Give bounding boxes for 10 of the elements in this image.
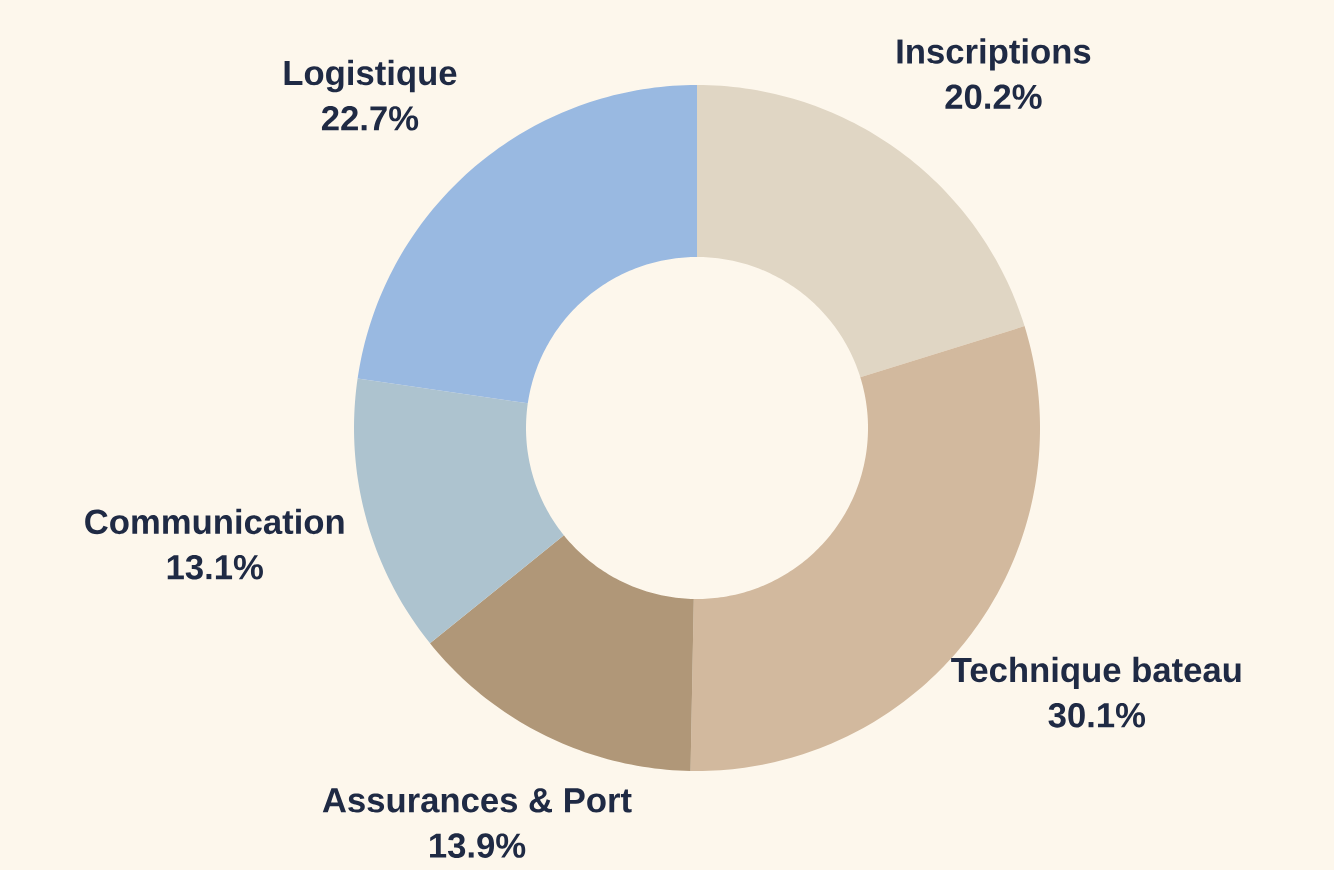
slice-label: Logistique — [284, 59, 457, 93]
slice-label: Communication — [85, 508, 344, 535]
data-label: 13.9% — [430, 833, 526, 858]
data-label: 30.1% — [1048, 703, 1146, 728]
slice-label: Assurances & Port — [322, 788, 632, 813]
slice-label: Technique bateau — [951, 656, 1241, 690]
data-label: 20.2% — [945, 84, 1042, 110]
data-label: 22.7% — [321, 106, 419, 131]
data-label: 13.1% — [167, 554, 263, 580]
slice-label: Inscriptions — [897, 38, 1091, 71]
